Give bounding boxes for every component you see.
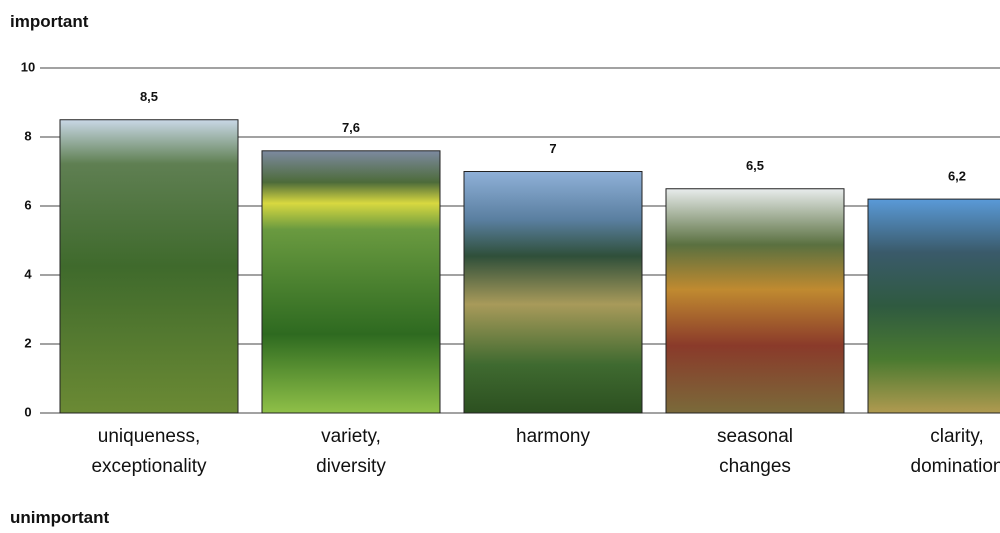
bar <box>464 172 642 414</box>
bar <box>262 151 440 413</box>
y-tick-label: 2 <box>24 335 31 350</box>
value-label: 8,5 <box>140 89 158 104</box>
y-tick-label: 10 <box>21 59 35 74</box>
value-label: 6,2 <box>948 169 966 184</box>
y-tick-label: 4 <box>24 266 32 281</box>
value-label: 6,5 <box>746 158 764 173</box>
x-tick-label: uniqueness, exceptionality <box>49 422 249 482</box>
bar <box>666 189 844 413</box>
y-tick-label: 6 <box>24 197 31 212</box>
value-label: 7 <box>549 141 556 156</box>
y-tick-label: 0 <box>24 404 31 419</box>
x-tick-label: variety, diversity <box>251 422 451 482</box>
value-label: 7,6 <box>342 120 360 135</box>
bar <box>60 120 238 413</box>
x-tick-label: seasonal changes <box>655 422 855 482</box>
x-tick-label: clarity, domination <box>857 422 1000 482</box>
x-tick-label: harmony <box>453 422 653 452</box>
chart-page: important unimportant 02468108,57,676,56… <box>0 0 1000 533</box>
bar <box>868 199 1000 413</box>
y-tick-label: 8 <box>24 128 31 143</box>
